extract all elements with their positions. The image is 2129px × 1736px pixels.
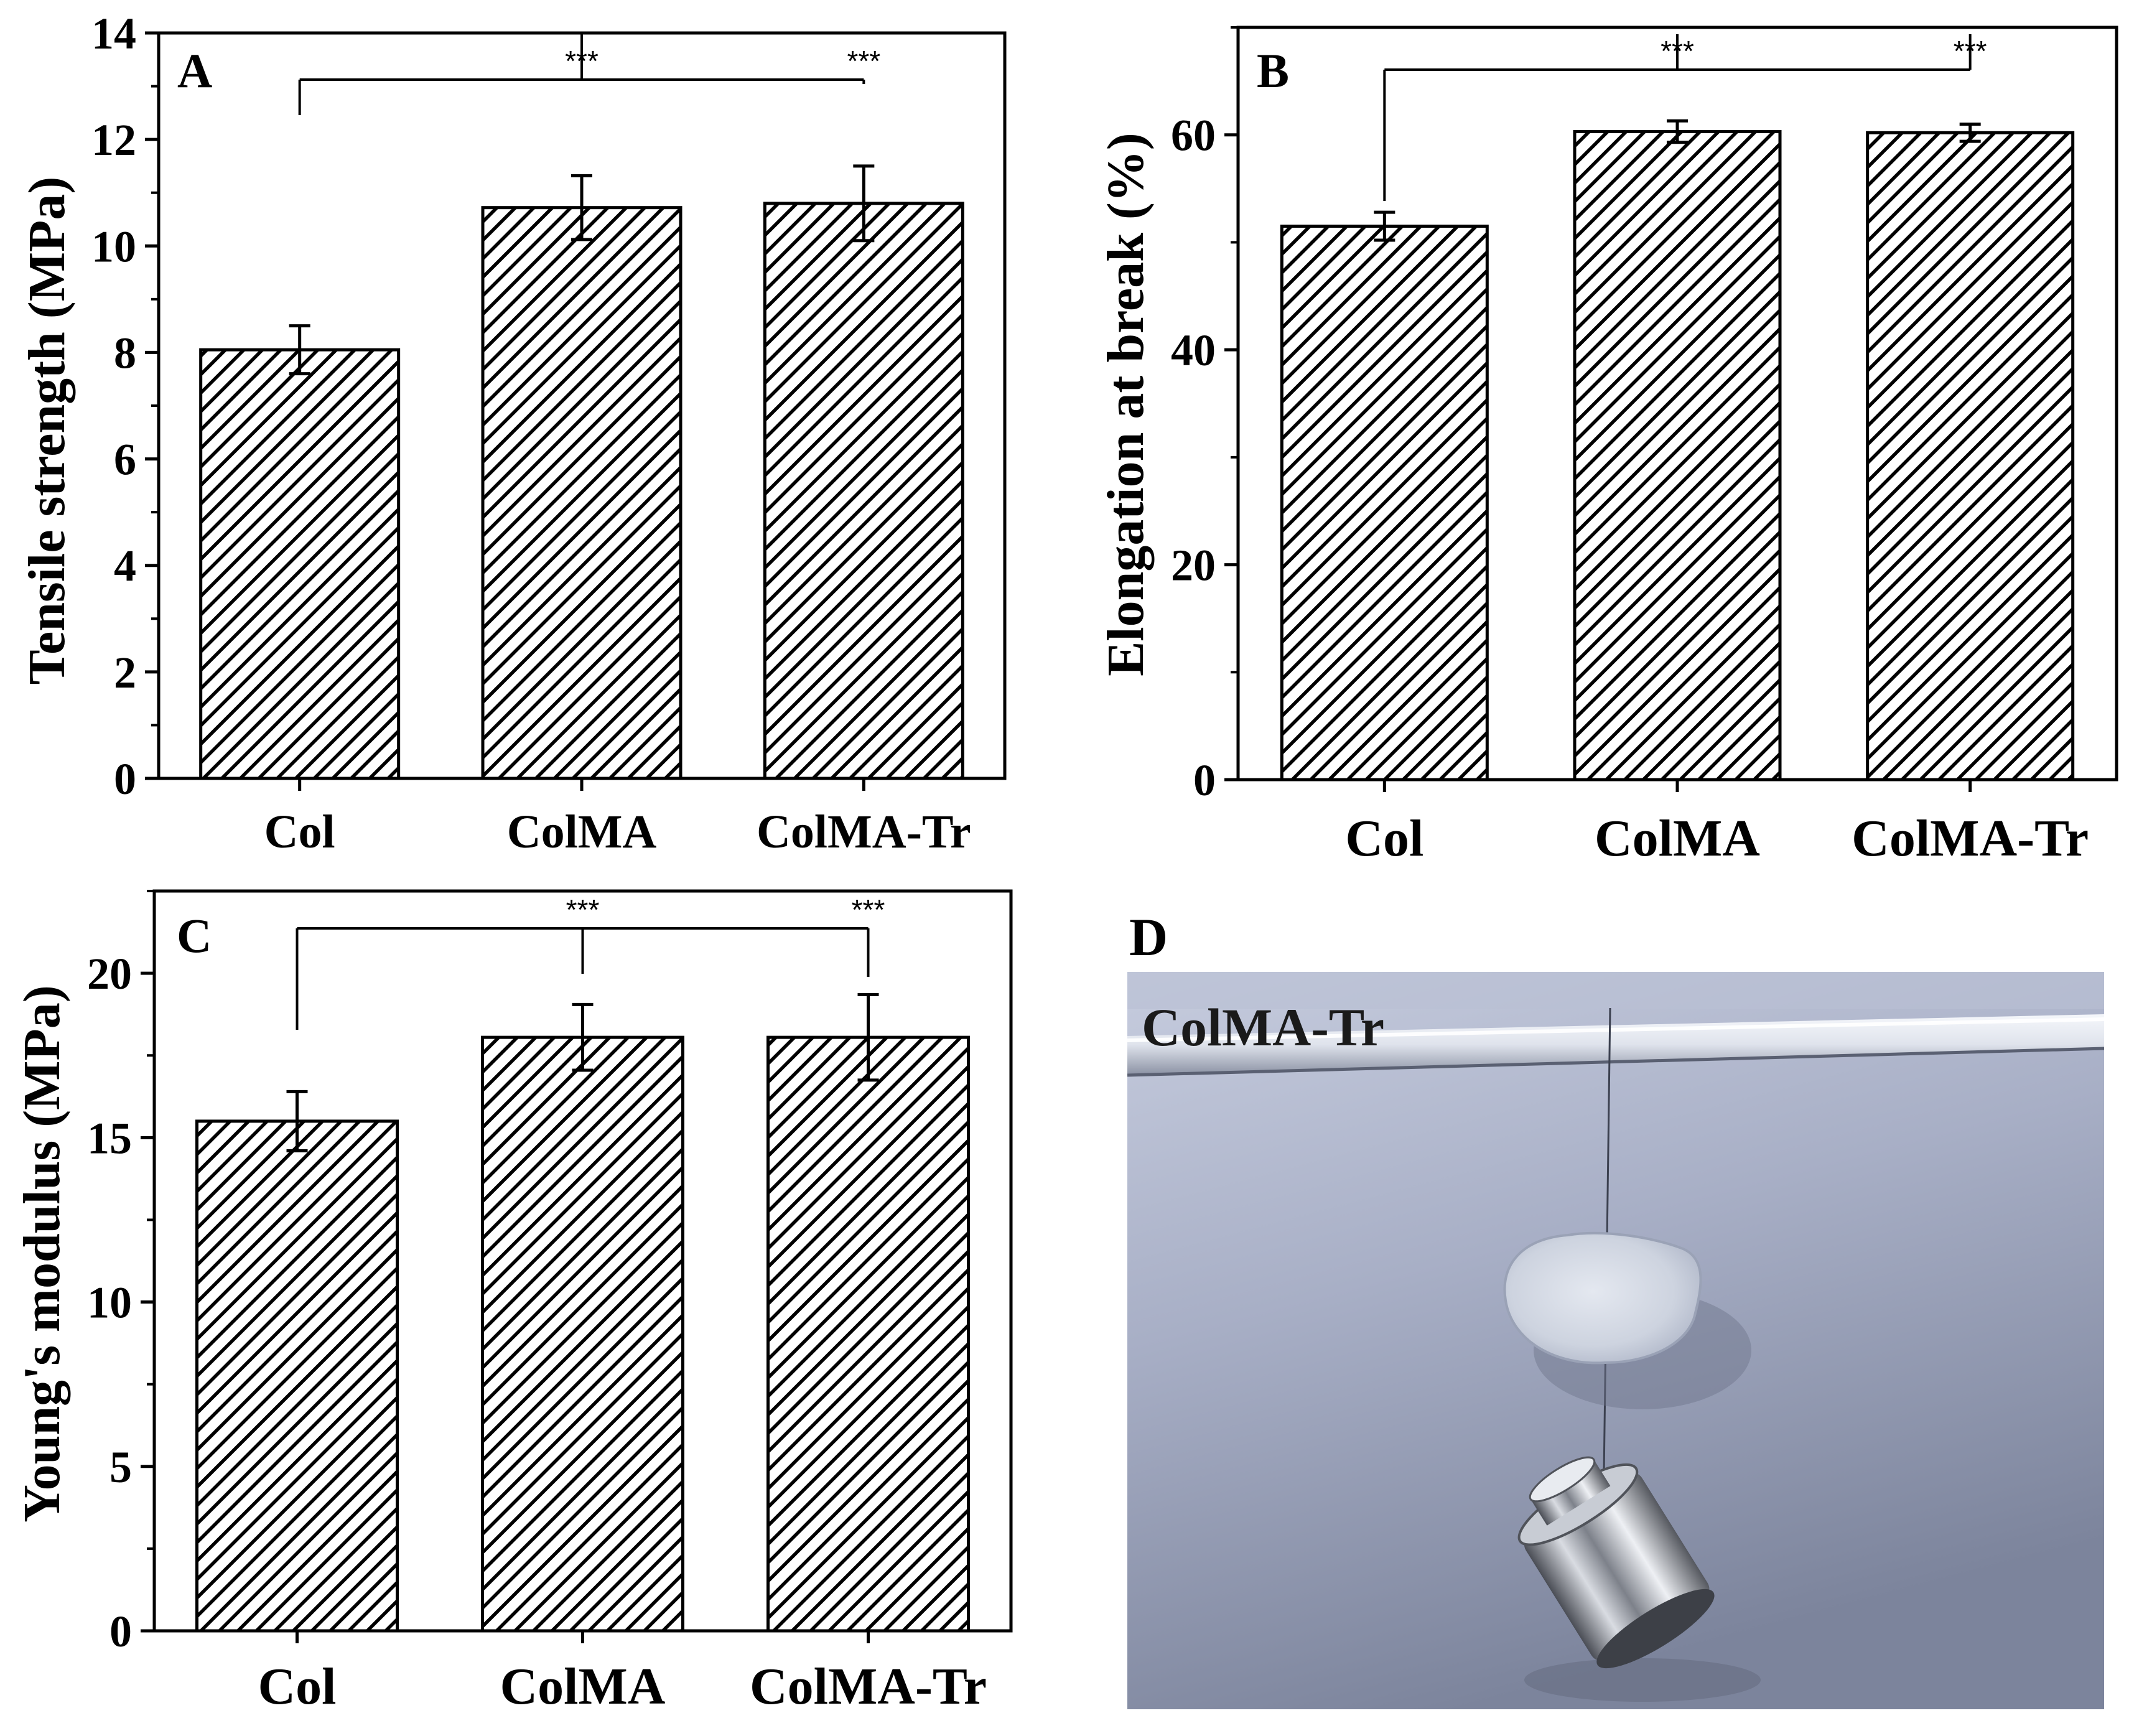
panel-c-errorbar-colma-tr xyxy=(857,992,879,1082)
panel-b-ylabel: Elongation at break (%) xyxy=(1097,133,1155,676)
panel-a-ytick-label: 10 xyxy=(91,222,136,271)
panel-b-significance-bracket: *** *** xyxy=(1383,34,1987,201)
panel-b: B Elongation at break (%) 0 20 40 60 Col ColM… xyxy=(1097,26,2118,867)
panel-c-ylabel: Young's modulus (MPa) xyxy=(13,985,71,1523)
panel-a-ytick-label: 12 xyxy=(91,115,136,165)
panel-a-ytick-label: 0 xyxy=(114,754,136,804)
panel-b-errorbar-col xyxy=(1374,210,1395,242)
photo-caption: ColMA-Tr xyxy=(1142,997,1384,1057)
panel-a-ytick-label: 14 xyxy=(91,9,136,58)
panel-a-label: A xyxy=(177,44,212,98)
panel-c-significance-label: *** xyxy=(852,894,885,926)
glass-rod xyxy=(1127,1014,2104,1075)
panel-b-ytick-label: 20 xyxy=(1171,541,1216,590)
panel-c: C Young's modulus (MPa) 0 5 10 15 20 Col ColMA… xyxy=(13,889,1013,1715)
panel-b-bar-colma-tr xyxy=(1866,131,2075,782)
panel-a-ytick-label: 4 xyxy=(114,541,136,591)
panel-a-ylabel: Tensile strength (MPa) xyxy=(18,177,76,685)
panel-b-category-label: ColMA-Tr xyxy=(1852,810,2089,867)
photo-top-shadow xyxy=(1127,972,2104,1009)
panel-a-bar-colma-tr xyxy=(763,202,964,780)
panel-b-category-label: ColMA xyxy=(1595,810,1760,867)
panel-b-errorbar-colma-tr xyxy=(1959,122,1981,143)
collagen-film xyxy=(1503,1231,1702,1365)
panel-a-significance-label: *** xyxy=(565,45,599,77)
panel-d-label: D xyxy=(1129,907,1168,967)
panel-a-category-label: ColMA xyxy=(507,806,657,858)
panel-c-category-label: Col xyxy=(258,1658,337,1715)
glass-rod-highlight xyxy=(1127,1017,2105,1042)
panel-b-significance-label: *** xyxy=(1954,35,1987,67)
panel-a-category-label: Col xyxy=(264,806,335,858)
panel-a-ytick-label: 6 xyxy=(114,435,136,485)
panel-c-errorbar-col xyxy=(286,1090,308,1152)
panel-b-significance-label: *** xyxy=(1661,35,1694,67)
panel-d-photo: ColMA-Tr xyxy=(1127,972,2105,1709)
panel-b-plot: 0 20 40 60 Col ColMA ColMA-Tr *** *** xyxy=(1171,26,2118,867)
panel-a-ytick-label: 2 xyxy=(114,648,136,698)
panel-b-bar-colma xyxy=(1573,130,1782,782)
panel-b-category-label: Col xyxy=(1345,810,1423,867)
panel-b-ytick-label: 40 xyxy=(1171,325,1216,375)
panel-c-bar-col xyxy=(195,1119,399,1633)
panel-a-errorbar-colma-tr xyxy=(853,164,875,243)
metal-weight xyxy=(1517,1456,1715,1669)
panel-c-category-label: ColMA xyxy=(500,1658,666,1715)
panel-c-category-label: ColMA-Tr xyxy=(750,1658,987,1715)
panel-a-significance-bracket: *** *** xyxy=(298,34,880,115)
panel-c-bar-colma-tr xyxy=(766,1035,970,1633)
panel-c-ytick-label: 5 xyxy=(109,1442,132,1492)
panel-a-bar-colma xyxy=(481,206,682,780)
panel-d: D ColMA-Tr xyxy=(1127,907,2105,1709)
panel-c-significance-label: *** xyxy=(566,894,600,926)
panel-c-ytick-label: 10 xyxy=(87,1278,132,1328)
panel-a-bar-col xyxy=(199,348,401,780)
weight-shadow xyxy=(1524,1658,1761,1702)
panel-c-significance-bracket: *** *** xyxy=(296,894,885,1030)
panel-a-ytick-label: 8 xyxy=(114,328,136,378)
panel-c-ytick-label: 15 xyxy=(87,1113,132,1163)
panel-b-bar-col xyxy=(1280,225,1489,782)
panel-b-errorbar-colma xyxy=(1667,119,1688,144)
panel-c-ytick-label: 0 xyxy=(109,1607,132,1656)
panel-b-label: B xyxy=(1257,44,1289,98)
panel-c-ytick-label: 20 xyxy=(87,949,132,999)
panel-a-errorbar-colma xyxy=(571,174,592,241)
panel-b-ytick-label: 60 xyxy=(1171,111,1216,161)
panel-a-errorbar-col xyxy=(289,324,310,376)
panel-a-significance-label: *** xyxy=(847,45,880,77)
panel-a: A Tensile strength (MPa) 0 2 4 6 8 10 12 14 Col C… xyxy=(18,9,1007,858)
panel-c-plot: 0 5 10 15 20 Col ColMA ColMA-Tr *** *** xyxy=(87,889,1013,1715)
glass-rod-edge xyxy=(1127,1047,2105,1077)
panel-a-category-label: ColMA-Tr xyxy=(757,806,971,858)
panel-c-bar-colma xyxy=(481,1035,684,1633)
panel-b-ytick-label: 0 xyxy=(1193,755,1216,805)
panel-c-label: C xyxy=(177,908,212,963)
panel-a-plot: 0 2 4 6 8 10 12 14 Col ColMA ColMA-Tr *** *** xyxy=(91,9,1007,858)
panel-c-errorbar-colma xyxy=(572,1002,594,1072)
